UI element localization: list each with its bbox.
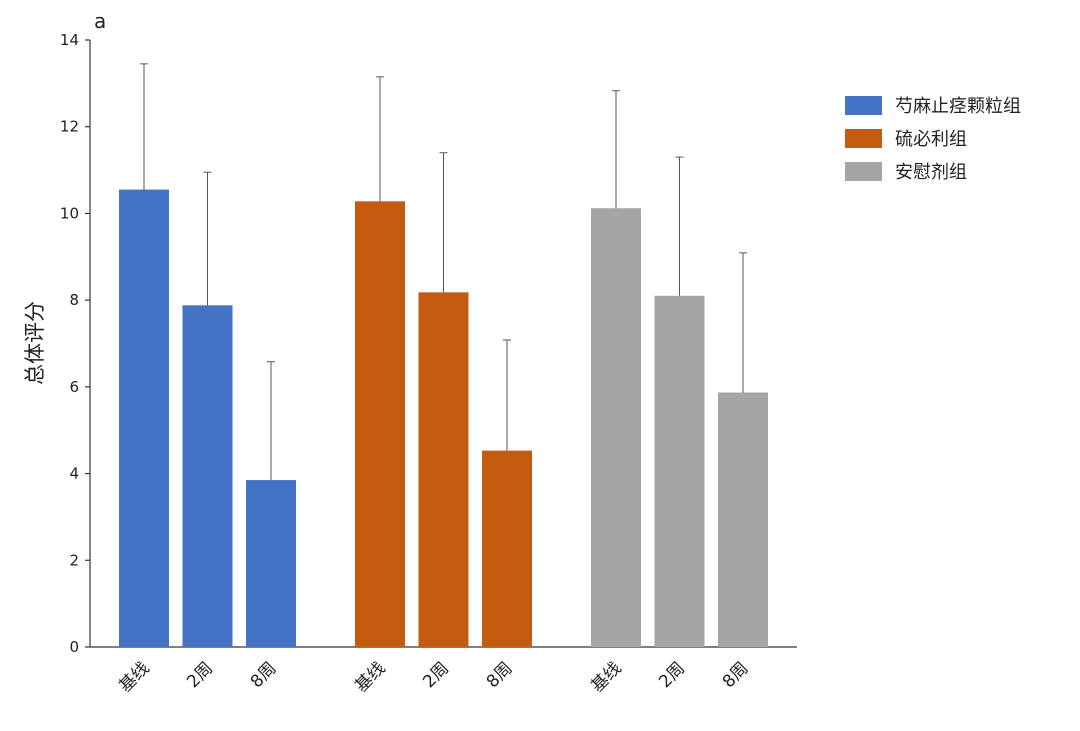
panel-label: a	[94, 9, 106, 33]
y-tick-label: 12	[60, 118, 79, 136]
y-tick-label: 14	[60, 31, 79, 49]
x-tick-label: 8周	[483, 658, 517, 692]
y-tick-label: 6	[69, 378, 79, 396]
bar	[718, 392, 768, 647]
bar	[482, 450, 532, 647]
y-tick-label: 4	[69, 465, 79, 483]
bar	[418, 292, 469, 647]
bar-group: 基线 2周 8周	[587, 90, 768, 697]
legend-swatch	[845, 162, 882, 181]
y-tick-label: 0	[69, 638, 79, 656]
bar	[654, 295, 705, 647]
bar	[119, 189, 169, 647]
legend-label: 芍麻止痉颗粒组	[895, 96, 1021, 117]
x-tick-label: 基线	[115, 658, 153, 696]
legend-label: 安慰剂组	[895, 162, 967, 183]
x-tick-label: 8周	[247, 658, 281, 692]
x-tick-label: 2周	[655, 658, 689, 692]
y-tick-label: 8	[69, 291, 79, 309]
x-tick-label: 8周	[719, 658, 753, 692]
bar	[246, 480, 296, 647]
x-tick-label: 2周	[419, 658, 453, 692]
bar-group: 基线 2周 8周	[351, 76, 532, 697]
legend-label: 硫必利组	[895, 129, 967, 150]
x-tick-label: 基线	[351, 658, 389, 696]
bar	[591, 208, 641, 647]
x-tick-label: 2周	[183, 658, 217, 692]
x-tick-label: 基线	[587, 658, 625, 696]
y-axis-label: 总体评分	[23, 301, 47, 385]
bars: 基线 2周 8周 基线 2周 8周 基线 2周 8周	[115, 63, 768, 697]
legend-swatch	[845, 129, 882, 148]
y-tick-label: 2	[69, 551, 79, 569]
legend-swatch	[845, 96, 882, 115]
bar-group: 基线 2周 8周	[115, 63, 296, 697]
bar	[182, 305, 233, 647]
y-tick-label: 10	[60, 204, 79, 222]
bar	[355, 201, 405, 647]
